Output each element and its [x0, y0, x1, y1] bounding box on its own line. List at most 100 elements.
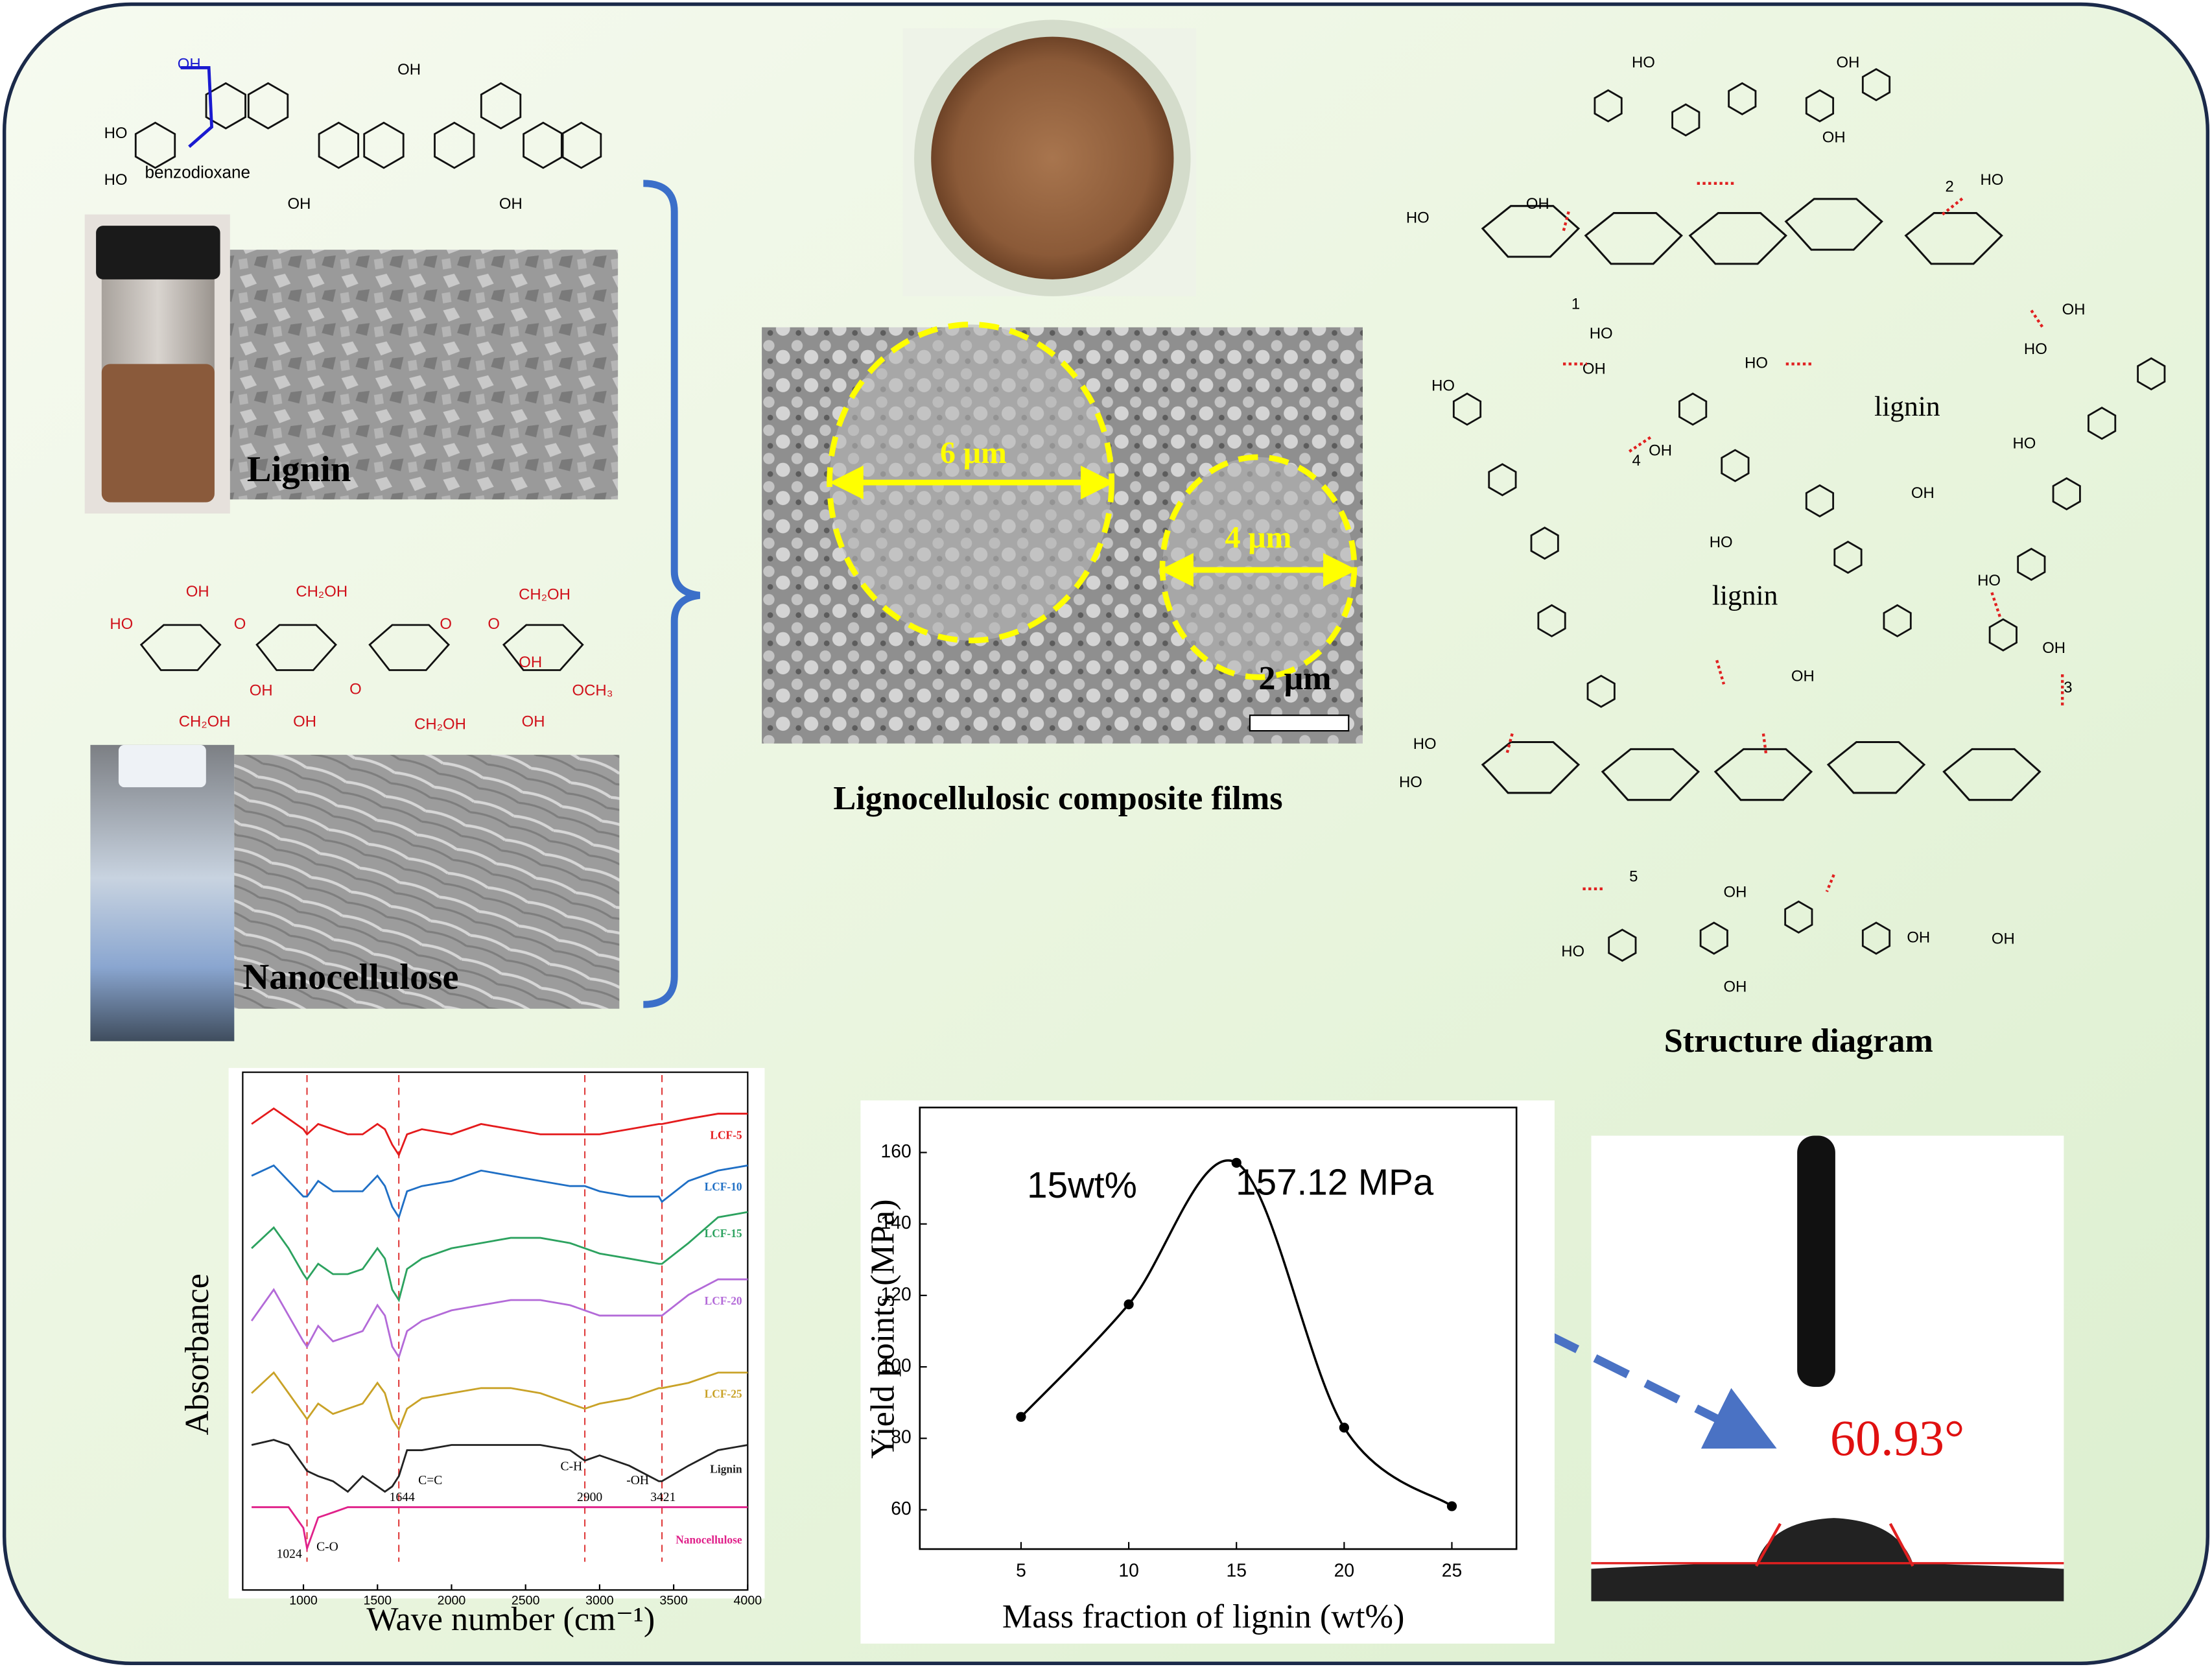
- spectrum: [251, 1211, 748, 1303]
- x-tick-label: 2500: [512, 1594, 540, 1608]
- structure-label: HO: [1413, 735, 1437, 753]
- structure-label: HO: [1632, 54, 1655, 71]
- structure-label: HO: [2013, 435, 2036, 453]
- series-label: LCF-15: [705, 1227, 742, 1240]
- data-point: [1339, 1423, 1349, 1433]
- data-point: [1231, 1157, 1241, 1168]
- spectrum: [251, 1371, 748, 1432]
- ring: [2017, 547, 2046, 581]
- x-tick-label: 10: [1118, 1559, 1138, 1580]
- lignin-powder: [101, 364, 215, 503]
- ring: [1608, 929, 1637, 962]
- y-tick-label: 160: [881, 1141, 912, 1161]
- hydrogen-bond: [1941, 196, 1965, 216]
- structure-label: HO: [1590, 325, 1613, 342]
- vial-cap: [118, 744, 206, 788]
- data-point: [1124, 1299, 1134, 1310]
- spectrum: [251, 1164, 748, 1220]
- formula-label: OH: [293, 713, 316, 730]
- ring: [1452, 392, 1482, 426]
- pointer-arrow: [1239, 1178, 1777, 1449]
- structure-label: lignin: [1712, 580, 1778, 611]
- hydrogen-bond: [1505, 733, 1514, 755]
- cellulose-ring: [1601, 748, 1700, 801]
- ring: [1988, 618, 2018, 652]
- vial-cap: [96, 226, 220, 279]
- series-label: LCF-10: [705, 1180, 742, 1193]
- tangent: [1755, 1522, 1782, 1567]
- structure-label: OH: [1907, 929, 1930, 946]
- photo-label: Nanocellulose: [242, 957, 458, 997]
- y-tick-label: 60: [891, 1498, 911, 1519]
- spectrum: [251, 1439, 748, 1493]
- formula-label: O: [440, 615, 452, 633]
- ring: [1537, 604, 1566, 637]
- peak-label: C=C: [418, 1474, 442, 1487]
- formula-label: O: [488, 615, 500, 633]
- x-tick-label: 15: [1226, 1559, 1246, 1580]
- ring: [1586, 674, 1616, 708]
- needle: [1797, 1135, 1835, 1387]
- ring: [1784, 900, 1813, 934]
- x-tick-label: 1500: [363, 1594, 392, 1608]
- ring: [134, 121, 176, 169]
- spectrum: [252, 1506, 748, 1552]
- y-axis-label: Yield points (MPa): [864, 1200, 902, 1459]
- peak-value: 2900: [577, 1491, 602, 1504]
- structure-label: HO: [1399, 774, 1422, 791]
- peak-value: 1644: [390, 1491, 415, 1504]
- ftir-panel: [228, 1068, 765, 1599]
- peak-label: C-O: [316, 1540, 338, 1554]
- ring: [1861, 921, 1891, 955]
- cellulose-ring: [1481, 205, 1581, 258]
- ring: [1805, 89, 1835, 123]
- spectrum: [250, 1278, 748, 1360]
- structure-label: OH: [1837, 54, 1860, 71]
- plot-frame: [919, 1106, 1518, 1550]
- formula-label: O: [349, 680, 362, 698]
- structure-label: HO: [1980, 171, 2003, 189]
- scale-bar: [1249, 715, 1350, 732]
- hydrogen-bond: [1561, 211, 1570, 233]
- ring: [247, 82, 289, 130]
- ring: [1594, 89, 1623, 123]
- dioxane-ring: [523, 121, 564, 169]
- ring: [1883, 604, 1912, 637]
- structure-label: 2: [1945, 178, 1953, 196]
- particle-size: 6 μm: [940, 436, 1007, 470]
- cellulose-ring: [1481, 740, 1581, 794]
- cellulose-ring: [1584, 212, 1683, 265]
- peak-value: 1024: [277, 1547, 302, 1561]
- hydrogen-bond: [1990, 592, 2002, 619]
- structure-label: lignin: [1874, 391, 1940, 422]
- x-axis-label: Mass fraction of lignin (wt%): [1002, 1598, 1405, 1635]
- formula-label: OH: [519, 654, 542, 671]
- contact-angle: 60.93°: [1830, 1410, 1965, 1466]
- hydrogen-bond: [1761, 733, 1768, 755]
- ring: [1805, 484, 1835, 517]
- formula-label: OH: [186, 583, 209, 600]
- plot-frame: [242, 1071, 749, 1591]
- structure-label: HO: [1977, 572, 2001, 589]
- tangent: [1888, 1522, 1914, 1567]
- formula-label: OH: [499, 195, 523, 213]
- caption: Structure diagram: [1664, 1022, 1933, 1059]
- peak-label: C-H: [561, 1460, 583, 1473]
- structure-label: 5: [1629, 868, 1638, 886]
- cellulose-ring: [1713, 748, 1813, 801]
- lignin-sem: [229, 250, 618, 500]
- pyranose-ring: [502, 624, 584, 671]
- cellulose-ring: [1784, 198, 1883, 251]
- y-tick-label: 80: [891, 1426, 911, 1447]
- x-axis-label: Wave number (cm⁻¹): [366, 1600, 655, 1638]
- formula-label: OH: [287, 195, 311, 213]
- formula-label: OCH₃: [572, 681, 613, 699]
- series-label: LCF-5: [710, 1128, 742, 1141]
- structure-label: OH: [2042, 639, 2065, 657]
- structure-label: HO: [2024, 340, 2047, 358]
- ring: [2137, 357, 2166, 391]
- ring: [1833, 540, 1863, 574]
- ring: [2052, 477, 2081, 511]
- structure-label: OH: [1992, 930, 2015, 947]
- structure-label: OH: [1791, 668, 1815, 685]
